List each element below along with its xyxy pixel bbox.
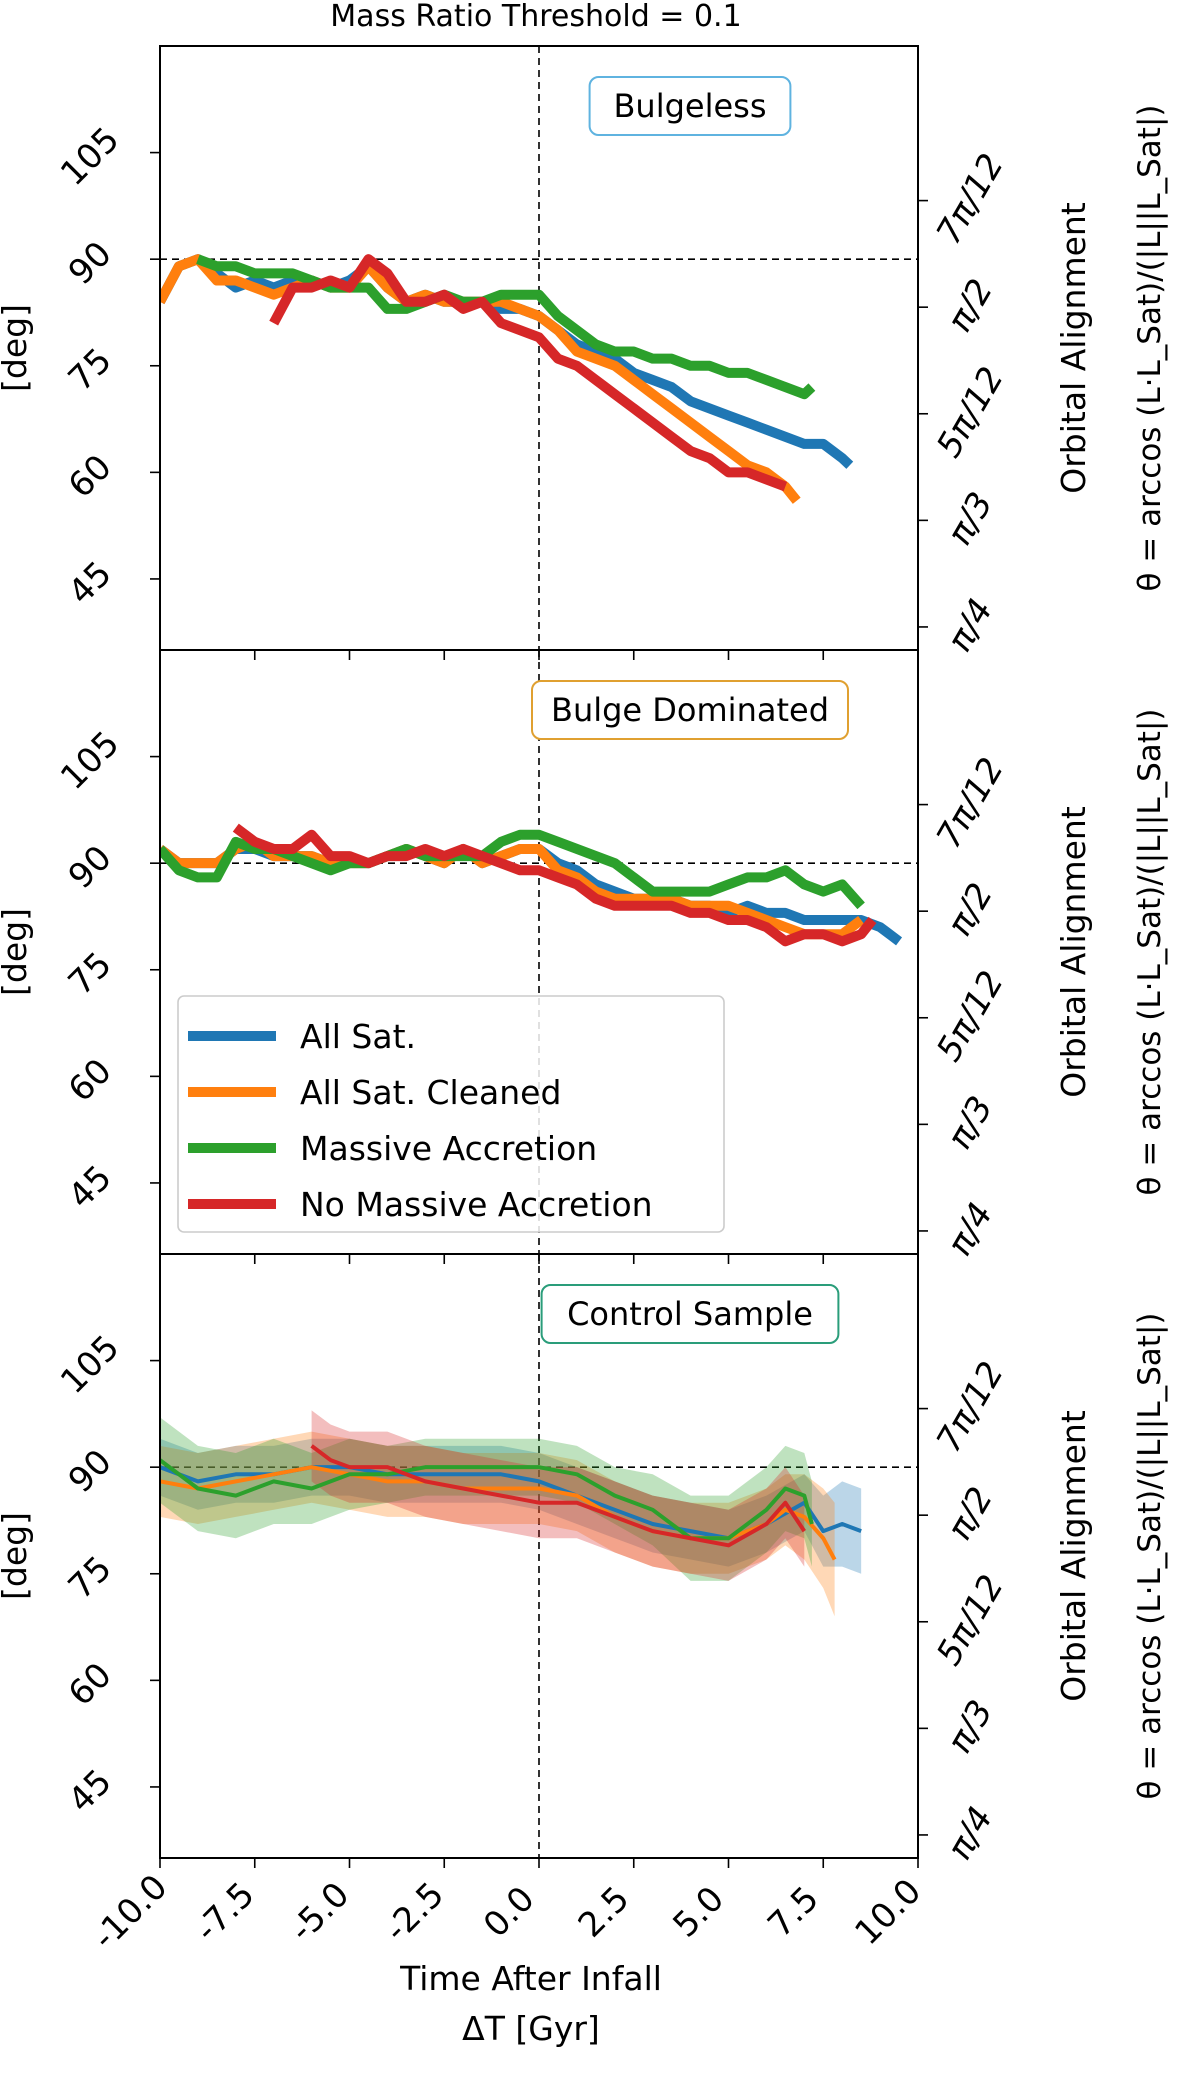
plot-area — [160, 254, 854, 504]
series-line-massive-accretion — [196, 254, 816, 400]
series-line-massive-accretion — [160, 1458, 814, 1541]
y-tick-label: 105 — [53, 724, 127, 798]
right-y-axis-label: Orbital Alignment — [1054, 202, 1093, 494]
y-tick-label: 60 — [61, 1051, 120, 1110]
y-axis-label: [deg] — [0, 908, 34, 996]
x-tick-label: 5.0 — [665, 1879, 732, 1946]
right-y-tick-label: 7π/12 — [929, 1355, 1012, 1459]
series-band-all-sat-cleaned — [160, 1431, 835, 1617]
right-y-tick-label: 5π/12 — [929, 1568, 1012, 1672]
right-y-tick-label: π/2 — [940, 1480, 1001, 1546]
series-band-massive-accretion — [160, 1417, 812, 1581]
right-y-tick-label: 5π/12 — [929, 964, 1012, 1068]
y-tick-label: 90 — [61, 1442, 120, 1501]
plot-area — [160, 823, 903, 947]
legend: All Sat. All Sat. Cleaned Massive Accretio… — [177, 995, 725, 1233]
right-y-tick-label: π/2 — [940, 272, 1001, 338]
series-line-all-sat-cleaned — [160, 254, 801, 504]
right-y-tick-label: π/2 — [940, 876, 1001, 942]
right-y-tick-label: 7π/12 — [929, 751, 1012, 855]
figure-title: Mass Ratio Threshold = 0.1 — [330, 0, 741, 34]
y-axis-label: [deg] — [0, 1512, 34, 1600]
panel-label-box — [531, 680, 849, 740]
y-tick-label: 75 — [61, 945, 120, 1004]
y-tick-label: 75 — [61, 1549, 120, 1608]
right-y-axis-label: Orbital Alignment — [1054, 1410, 1093, 1702]
x-tick-label: 0.0 — [476, 1879, 543, 1946]
series-line-no-massive-accretion — [232, 823, 877, 947]
panels: 45 60 75 90 105 π/4 π/3 5π/12 π/2 7π/12 [deg] Orbit… — [0, 45, 1168, 1957]
series-line-no-massive-accretion — [310, 1444, 806, 1548]
panel-label: Control Sample — [567, 1295, 813, 1333]
series-line-all-sat-cleaned — [160, 1465, 837, 1561]
right-y-tick-label: π/3 — [940, 1090, 1001, 1156]
y-tick-label: 45 — [61, 1762, 120, 1821]
panel-1: 45 60 75 90 105 π/4 π/3 5π/12 π/2 7π/12 [deg] Orbit… — [0, 45, 1168, 660]
y-tick-label: 60 — [61, 447, 120, 506]
y-tick-label: 75 — [61, 341, 120, 400]
y-tick-label: 45 — [61, 554, 120, 613]
x-tick-label: -5.0 — [282, 1875, 357, 1950]
right-y-axis-label: Orbital Alignment — [1054, 806, 1093, 1098]
y-tick-label: 90 — [61, 838, 120, 897]
panel-label: Bulge Dominated — [551, 691, 829, 729]
right-y-tick-label: π/3 — [940, 486, 1001, 552]
y-axis-label: [deg] — [0, 304, 34, 392]
legend-label: All Sat. Cleaned — [300, 1073, 561, 1112]
y-tick-label: 45 — [61, 1158, 120, 1217]
right-y-tick-label: π/4 — [940, 1196, 1001, 1262]
legend-box — [177, 995, 725, 1233]
right-y-axis-formula: θ = arccos (L·L_Sat)/(|L||L_Sat|) — [1132, 105, 1168, 592]
series-line-all-sat-cleaned — [160, 836, 865, 940]
y-tick-label: 105 — [53, 120, 127, 194]
y-tick-label: 105 — [53, 1328, 127, 1402]
plot-area — [160, 1410, 862, 1617]
x-tick-label: -2.5 — [377, 1875, 452, 1950]
legend-label: All Sat. — [300, 1017, 416, 1056]
right-y-tick-label: π/4 — [940, 1800, 1001, 1866]
y-tick-label: 60 — [61, 1655, 120, 1714]
panel-label: Bulgeless — [613, 87, 766, 125]
right-y-axis-formula: θ = arccos (L·L_Sat)/(|L||L_Sat|) — [1132, 709, 1168, 1196]
panel-label-box — [588, 76, 792, 136]
legend-label: No Massive Accretion — [300, 1185, 653, 1224]
y-tick-label: 90 — [61, 234, 120, 293]
right-y-tick-label: π/3 — [940, 1694, 1001, 1760]
x-tick-label: 2.5 — [571, 1879, 638, 1946]
right-y-axis-formula: θ = arccos (L·L_Sat)/(|L||L_Sat|) — [1132, 1313, 1168, 1800]
right-y-tick-label: 7π/12 — [929, 147, 1012, 251]
x-tick-label: 10.0 — [847, 1871, 929, 1953]
x-axis-unit: ΔT [Gyr] — [462, 2009, 600, 2048]
x-axis-label: Time After Infall — [399, 1959, 662, 1998]
right-y-tick-label: π/4 — [940, 592, 1001, 658]
right-y-tick-label: 5π/12 — [929, 360, 1012, 464]
legend-label: Massive Accretion — [300, 1129, 597, 1168]
x-tick-label: -10.0 — [85, 1867, 175, 1957]
panel-label-box — [540, 1284, 840, 1344]
series-line-no-massive-accretion — [269, 254, 788, 492]
x-tick-label: -7.5 — [187, 1875, 262, 1950]
x-tick-label: 7.5 — [760, 1879, 827, 1946]
